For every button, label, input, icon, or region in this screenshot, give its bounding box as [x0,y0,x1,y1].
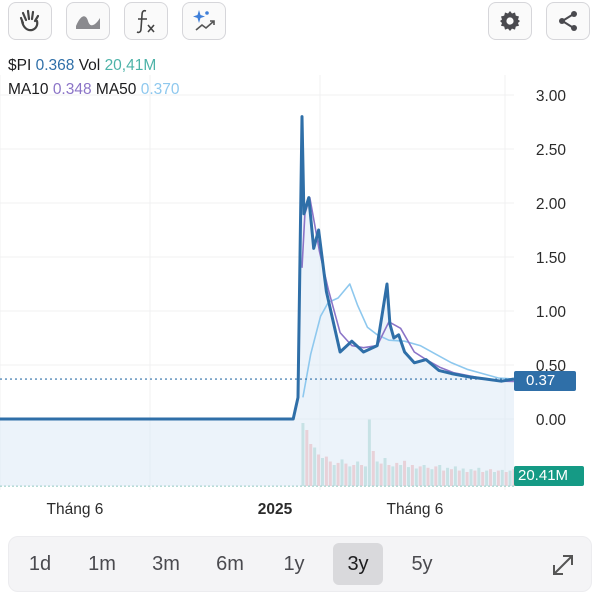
share-button[interactable] [546,2,590,40]
hand-icon [17,8,43,34]
legend-row-price: $PI 0.368 Vol 20,41M [8,56,156,76]
wave-icon [74,11,102,31]
y-tick-label: 0.50 [536,358,567,375]
legend-row-ma: MA10 0.348 MA50 0.370 [8,80,180,100]
hand-tool-button[interactable] [8,2,52,40]
range-5y-button[interactable]: 5y [397,543,447,585]
range-3m-button[interactable]: 3m [141,543,191,585]
range-label: 6m [216,552,244,575]
range-1m-button[interactable]: 1m [77,543,127,585]
x-tick-label: Tháng 6 [47,501,104,518]
chart-toolbar [0,0,600,44]
fullscreen-button[interactable] [549,551,577,579]
line-style-button[interactable] [66,2,110,40]
indicator-button[interactable] [124,2,168,40]
y-tick-label: 3.00 [536,88,567,105]
function-icon [133,7,159,35]
volume-label: Vol [78,57,101,74]
range-selector: 1d 1m 3m 6m 1y 3y 5y [8,536,592,592]
range-label: 3m [152,552,180,575]
y-tick-label: 2.00 [536,196,567,213]
y-tick-label: 1.50 [536,250,567,267]
ticker-label: $PI [8,57,32,74]
ai-insights-button[interactable] [182,2,226,40]
current-volume-tag: 20.41M [514,466,584,486]
range-6m-button[interactable]: 6m [205,543,255,585]
ma50-value: 0.370 [140,81,180,98]
range-label: 5y [411,552,433,575]
range-3y-button[interactable]: 3y [333,543,383,585]
current-price-tag: 0.37 [514,371,576,391]
y-tick-label: 2.50 [536,142,567,159]
y-tick-label: 0.00 [536,412,567,429]
x-tick-label: 2025 [258,501,293,518]
ma10-value: 0.348 [52,81,92,98]
y-tick-label: 1.00 [536,304,567,321]
settings-button[interactable] [488,2,532,40]
range-label: 3y [347,552,369,575]
x-tick-label: Tháng 6 [387,501,444,518]
price-line [0,115,515,421]
sparkle-trend-icon [190,8,218,34]
gear-icon [498,9,522,33]
price-area [0,116,514,486]
share-icon [556,9,580,33]
ma10-label: MA10 [8,81,49,98]
ma50-label: MA50 [95,81,137,98]
price-chart[interactable]: 3.00 2.50 2.00 1.50 1.00 0.50 0.00 Tháng 6 2025 T… [0,0,600,530]
expand-icon [549,555,577,583]
range-1y-button[interactable]: 1y [269,543,319,585]
range-label: 1y [283,552,305,575]
ma50-line [302,283,515,398]
range-label: 1m [88,552,116,575]
range-label: 1d [28,552,52,575]
price-value: 0.368 [35,57,75,74]
volume-value: 20,41M [104,57,157,74]
range-1d-button[interactable]: 1d [15,543,65,585]
